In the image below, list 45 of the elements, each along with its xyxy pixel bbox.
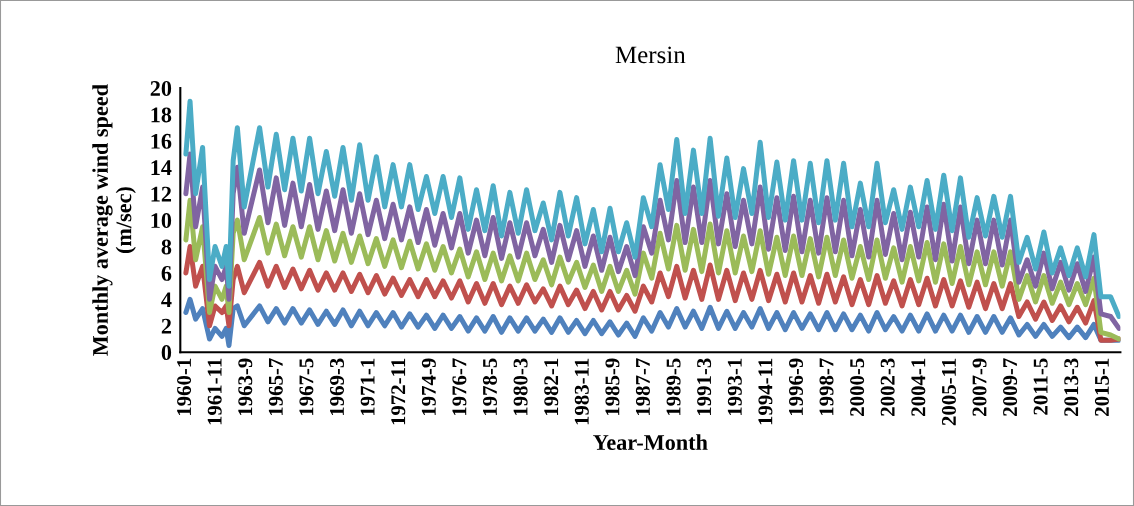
y-tick-label: 16 xyxy=(151,133,172,149)
x-tick-label: 1978-5 xyxy=(482,358,497,416)
x-tick-label: 2009-7 xyxy=(1003,358,1018,416)
x-tick-label: 1982-1 xyxy=(544,358,559,416)
x-tick-label: 1967-5 xyxy=(299,358,314,416)
y-tick-label: 6 xyxy=(161,265,172,281)
x-tick-label: 1974-9 xyxy=(421,358,436,416)
x-tick-label: 1989-5 xyxy=(666,358,681,416)
x-tick-label: 1998-7 xyxy=(819,358,834,416)
x-tick-label: 1972-11 xyxy=(391,358,406,425)
x-tick-label: 1996-9 xyxy=(789,358,803,416)
x-tick-label: 1971-1 xyxy=(360,358,375,416)
x-tick-label: 1960-1 xyxy=(177,358,192,416)
x-tick-label: 1983-11 xyxy=(574,358,589,425)
x-tick-label: 2002-3 xyxy=(880,358,895,416)
x-axis-title: Year-Month xyxy=(593,434,708,450)
y-tick-label: 20 xyxy=(150,80,172,96)
y-tick-label: 8 xyxy=(161,239,172,255)
x-tick-label: 1994-11 xyxy=(758,358,773,425)
x-tick-label: 2004-1 xyxy=(911,358,926,416)
x-tick-label: 1961-11 xyxy=(207,358,222,425)
x-tick-label: 2005-11 xyxy=(941,358,956,426)
x-tick-label: 1965-7 xyxy=(268,358,283,416)
y-tick-label: 0 xyxy=(161,345,172,361)
x-tick-label: 1976-7 xyxy=(452,358,467,416)
y-tick-label: 12 xyxy=(151,186,172,202)
x-tick-label: 2007-9 xyxy=(972,358,987,416)
x-tick-label: 2013-3 xyxy=(1064,358,1079,416)
x-tick-label: 1980-3 xyxy=(513,358,528,416)
y-tick-label: 4 xyxy=(161,292,172,308)
x-tick-label: 1963-9 xyxy=(238,358,253,416)
y-tick-label: 18 xyxy=(151,107,172,123)
x-tick-label: 1969-3 xyxy=(330,358,345,416)
x-tick-label: 2011-5 xyxy=(1033,358,1048,415)
y-tick-label: 10 xyxy=(151,213,172,229)
chart-title: Mersin xyxy=(615,46,686,64)
x-tick-label: 1993-1 xyxy=(727,358,742,416)
y-axis-title: Monthly average wind speed (m/sec) xyxy=(92,84,136,356)
x-tick-label: 2000-5 xyxy=(850,358,865,416)
y-tick-label: 2 xyxy=(161,318,172,334)
y-tick-label: 14 xyxy=(151,160,172,175)
x-tick-label: 1985-9 xyxy=(605,358,620,416)
x-tick-label: 1991-3 xyxy=(697,358,712,416)
x-tick-label: 2015-1 xyxy=(1094,358,1109,416)
x-tick-label: 1987-7 xyxy=(635,358,650,416)
